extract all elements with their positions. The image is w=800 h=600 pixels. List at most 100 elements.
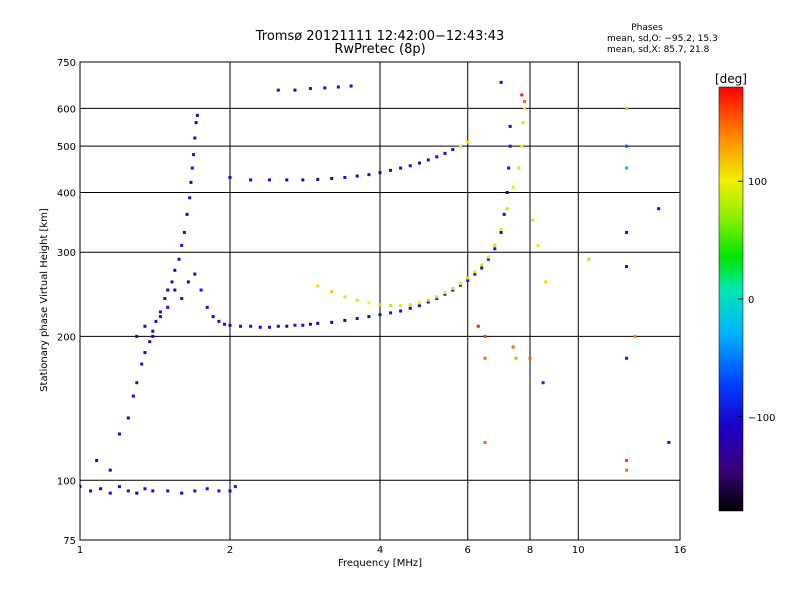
phase-point bbox=[528, 356, 532, 360]
colorbar-label: [deg] bbox=[715, 72, 747, 86]
phase-point bbox=[258, 325, 262, 329]
phase-point bbox=[228, 323, 232, 327]
colorbar-tick-label: 100 bbox=[748, 177, 767, 188]
phase-point bbox=[195, 113, 199, 117]
phase-point bbox=[108, 468, 112, 472]
phase-point bbox=[316, 321, 320, 325]
phase-point bbox=[211, 315, 215, 319]
phase-point bbox=[367, 301, 371, 305]
phase-point bbox=[466, 276, 470, 280]
phase-point bbox=[193, 136, 197, 140]
phase-point bbox=[343, 175, 347, 179]
phase-point bbox=[343, 295, 347, 299]
x-tick-label: 6 bbox=[465, 545, 471, 556]
phase-point bbox=[177, 257, 181, 261]
phase-point bbox=[316, 284, 320, 288]
phase-point bbox=[190, 166, 194, 170]
phase-point bbox=[511, 185, 515, 189]
phase-point bbox=[349, 84, 353, 88]
phase-point bbox=[507, 166, 511, 170]
phase-point bbox=[154, 319, 158, 323]
phase-point bbox=[199, 288, 203, 292]
phase-point bbox=[587, 257, 591, 261]
phase-point bbox=[193, 272, 197, 276]
phase-point bbox=[499, 80, 503, 84]
phase-point bbox=[205, 305, 209, 309]
x-tick-label: 8 bbox=[527, 545, 533, 556]
y-tick-label: 100 bbox=[57, 476, 76, 487]
phase-point bbox=[143, 324, 147, 328]
phase-point bbox=[285, 178, 289, 182]
y-axis-ticks: 75 100 200 300 400 500 600 750 bbox=[57, 58, 76, 547]
phase-point bbox=[301, 178, 305, 182]
phase-point bbox=[330, 176, 334, 180]
y-tick-label: 75 bbox=[63, 536, 76, 547]
phase-point bbox=[233, 485, 237, 489]
phase-point bbox=[486, 255, 490, 259]
phase-point bbox=[451, 148, 455, 152]
phase-point bbox=[267, 178, 271, 182]
phase-point bbox=[158, 310, 162, 314]
phase-point bbox=[473, 272, 477, 276]
phase-point bbox=[458, 283, 462, 287]
phase-point bbox=[466, 140, 470, 144]
phase-point bbox=[336, 85, 340, 89]
grid-lines bbox=[80, 62, 680, 540]
phase-point bbox=[502, 212, 506, 216]
phase-point bbox=[435, 297, 439, 301]
phase-point bbox=[95, 458, 99, 462]
phase-point bbox=[151, 489, 155, 493]
phase-point bbox=[276, 324, 280, 328]
phase-point bbox=[185, 212, 189, 216]
phase-point bbox=[163, 297, 167, 301]
phase-point bbox=[483, 440, 487, 444]
phase-point bbox=[323, 86, 327, 90]
phase-point bbox=[126, 416, 130, 420]
phase-point bbox=[151, 329, 155, 333]
phase-point bbox=[389, 311, 393, 315]
phase-point bbox=[466, 278, 470, 282]
phase-point bbox=[301, 323, 305, 327]
phase-point bbox=[173, 268, 177, 272]
phase-point bbox=[267, 325, 271, 329]
phase-point bbox=[389, 168, 393, 172]
chart-title-line2: RwPretec (8p) bbox=[334, 42, 425, 57]
phase-point bbox=[126, 489, 130, 493]
y-tick-label: 500 bbox=[57, 142, 76, 153]
phase-point bbox=[308, 322, 312, 326]
x-tick-label: 2 bbox=[227, 545, 233, 556]
phase-point bbox=[276, 88, 280, 92]
phase-point bbox=[544, 280, 548, 284]
phase-point bbox=[511, 345, 515, 349]
phase-point bbox=[443, 291, 447, 295]
plot-frame bbox=[79, 61, 681, 541]
phase-point bbox=[523, 106, 527, 110]
phase-point bbox=[285, 324, 289, 328]
phase-point bbox=[378, 171, 382, 175]
phase-point bbox=[417, 304, 421, 308]
phase-point bbox=[520, 144, 524, 148]
phase-point bbox=[192, 153, 196, 157]
phase-point bbox=[140, 362, 144, 366]
phase-point bbox=[330, 320, 334, 324]
phase-point bbox=[186, 280, 190, 284]
phase-point bbox=[458, 144, 462, 148]
x-tick-label: 10 bbox=[572, 545, 585, 556]
phase-point bbox=[399, 166, 403, 170]
colorbar-tick-label: 0 bbox=[748, 295, 754, 306]
phase-point bbox=[483, 334, 487, 338]
phase-point bbox=[426, 298, 430, 302]
phase-point bbox=[148, 340, 152, 344]
phase-point bbox=[80, 485, 82, 489]
y-tick-label: 200 bbox=[57, 332, 76, 343]
phase-point bbox=[499, 227, 503, 231]
phase-point bbox=[117, 485, 121, 489]
phase-point bbox=[476, 324, 480, 328]
phase-point bbox=[399, 309, 403, 313]
phase-point bbox=[480, 266, 484, 270]
phase-point bbox=[426, 158, 430, 162]
phase-point bbox=[143, 487, 147, 491]
phase-point bbox=[435, 295, 439, 299]
y-axis-label: Stationary phase Virtual Height [km] bbox=[39, 208, 50, 392]
stats-heading: Phases bbox=[631, 23, 663, 33]
